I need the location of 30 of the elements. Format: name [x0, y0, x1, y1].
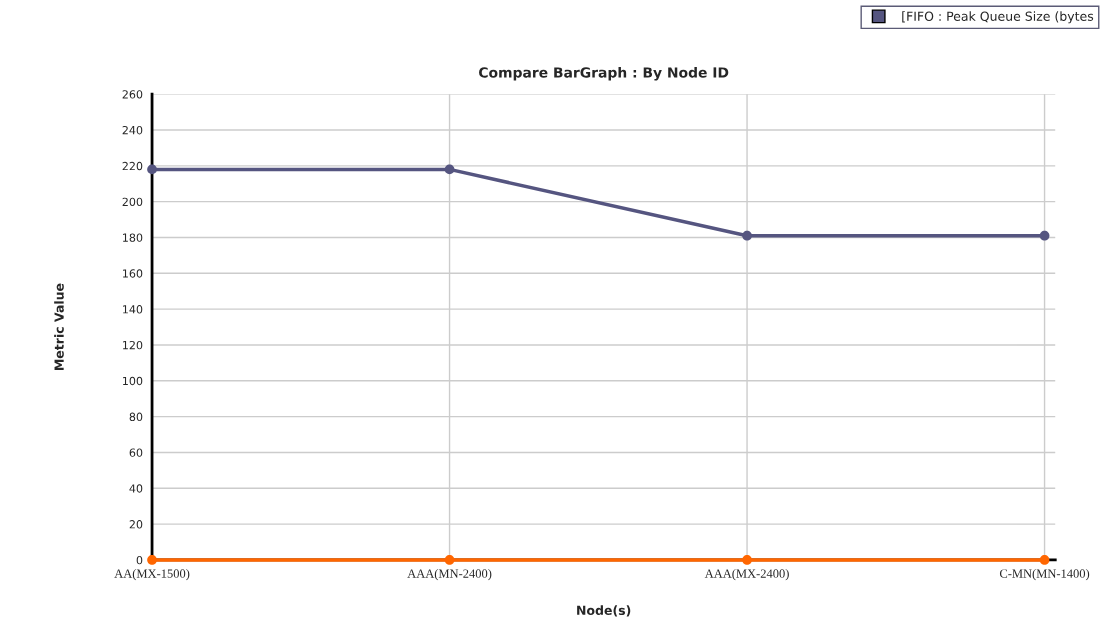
y-axis-title: Metric Value	[54, 283, 64, 371]
y-tick-label: 0	[136, 555, 143, 565]
point	[147, 164, 157, 175]
y-tick-label: 80	[129, 412, 143, 422]
point	[742, 555, 752, 565]
x-axis-title: Node(s)	[577, 605, 631, 617]
x-tick-label: C-MN(MN-1400)	[999, 568, 1090, 581]
point	[1039, 230, 1050, 241]
point	[444, 555, 455, 565]
point	[742, 230, 752, 241]
legend-label: [FIFO : Peak Queue Size (bytes	[902, 11, 1094, 24]
y-tick-label: 120	[123, 340, 143, 350]
y-tick-label: 180	[123, 233, 143, 242]
y-tick-label: 260	[122, 90, 143, 99]
y-tick-label: 220	[122, 161, 143, 171]
y-tick-label: 40	[129, 484, 143, 493]
chart-title: Compare BarGraph : By Node ID	[479, 66, 729, 81]
point	[147, 555, 157, 565]
x-tick-label: AA(MX-1500)	[114, 568, 190, 581]
x-tick-label: AAA(MN-2400)	[407, 568, 492, 581]
point	[444, 164, 455, 175]
y-tick-label: 20	[129, 520, 143, 529]
y-tick-label: 200	[122, 197, 143, 207]
y-tick-label: 240	[122, 125, 143, 135]
x-tick-label: AAA(MX-2400)	[704, 568, 789, 581]
point	[1039, 555, 1050, 565]
y-tick-label: 160	[123, 269, 143, 278]
y-tick-label: 60	[129, 448, 143, 457]
y-tick-label: 100	[123, 376, 143, 386]
y-tick-label: 140	[123, 305, 143, 314]
